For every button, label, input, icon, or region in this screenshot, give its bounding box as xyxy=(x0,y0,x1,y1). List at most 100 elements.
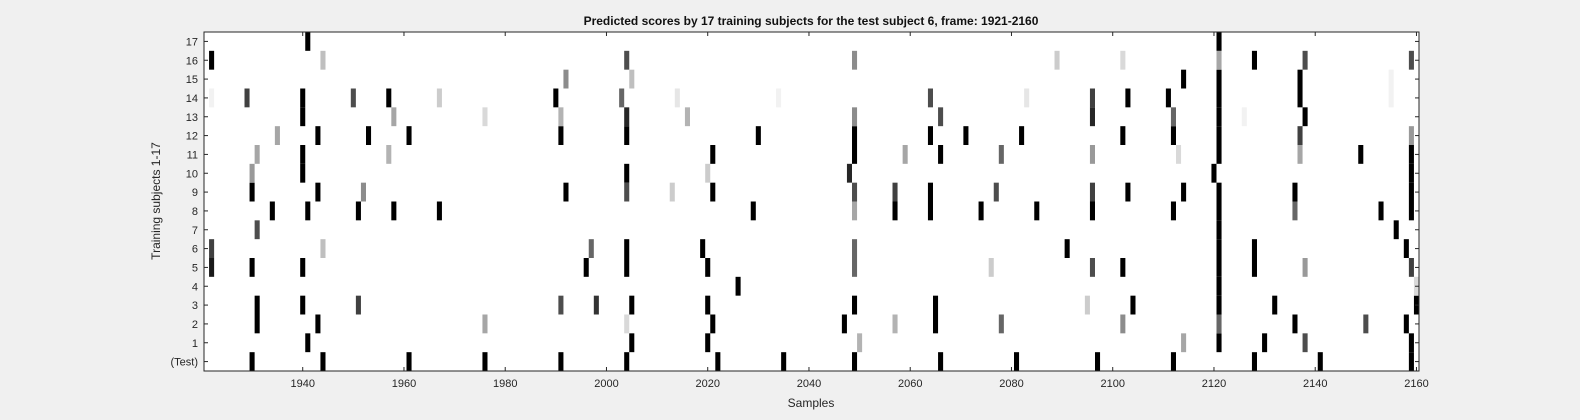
y-tick-label: 8 xyxy=(192,206,198,218)
y-tick-label: 7 xyxy=(192,225,198,237)
heatmap-cell xyxy=(1388,69,1394,89)
heatmap-cell xyxy=(629,333,635,353)
heatmap-cell xyxy=(1089,107,1095,127)
heatmap-cell xyxy=(1408,258,1414,277)
heatmap-cell xyxy=(933,295,939,315)
heatmap-cell xyxy=(988,258,994,277)
heatmap-cell xyxy=(1302,333,1308,353)
heatmap-cell xyxy=(355,201,361,221)
y-tick-label: 6 xyxy=(192,244,198,256)
heatmap-cell xyxy=(563,69,569,89)
heatmap-cell xyxy=(1089,145,1095,164)
heatmap-cell xyxy=(1089,88,1095,108)
heatmap-cell xyxy=(624,163,630,183)
heatmap-cell xyxy=(669,182,675,202)
heatmap-cell xyxy=(852,258,858,277)
heatmap-cell xyxy=(482,314,488,334)
heatmap-cell xyxy=(852,295,858,315)
heatmap-cell xyxy=(593,295,599,315)
heatmap-cell xyxy=(249,182,255,202)
heatmap-cell xyxy=(1216,295,1222,315)
heatmap-cell xyxy=(902,145,908,164)
heatmap-cell xyxy=(1408,145,1414,164)
heatmap-cell xyxy=(750,201,756,221)
heatmap-cell xyxy=(305,333,311,353)
heatmap-cell xyxy=(841,314,847,334)
heatmap-cell xyxy=(1089,182,1095,202)
x-tick-label: 2000 xyxy=(594,378,618,390)
heatmap-cell xyxy=(1297,69,1303,89)
heatmap-cell xyxy=(852,182,858,202)
heatmap-cell xyxy=(857,333,863,353)
heatmap-cell xyxy=(1408,352,1414,371)
heatmap-cell xyxy=(1216,50,1222,70)
heatmap-cell xyxy=(583,258,589,277)
heatmap-cell xyxy=(1363,314,1369,334)
heatmap-cell xyxy=(1120,258,1126,277)
heatmap-cell xyxy=(300,163,306,183)
heatmap-cell xyxy=(624,239,630,258)
heatmap-cell xyxy=(852,239,858,258)
heatmap-cell xyxy=(963,126,969,145)
heatmap-cell xyxy=(1165,88,1171,108)
heatmap-cell xyxy=(629,69,635,89)
heatmap-cell xyxy=(1292,182,1298,202)
heatmap-cell xyxy=(300,107,306,127)
heatmap-cell xyxy=(852,145,858,164)
heatmap-cell xyxy=(315,182,321,202)
heatmap-cell xyxy=(705,258,711,277)
heatmap-cell xyxy=(320,352,326,371)
heatmap-cell xyxy=(624,107,630,127)
heatmap-cell xyxy=(715,352,721,371)
x-tick-label: 2020 xyxy=(695,378,719,390)
heatmap-cell xyxy=(274,126,280,145)
heatmap-cell xyxy=(558,352,564,371)
heatmap-cell xyxy=(1216,201,1222,221)
heatmap-cell xyxy=(1408,182,1414,202)
heatmap-cell xyxy=(558,126,564,145)
heatmap-cell xyxy=(254,145,260,164)
heatmap-cell xyxy=(1378,201,1384,221)
heatmap-cell xyxy=(1216,314,1222,334)
heatmap-cell xyxy=(1302,107,1308,127)
heatmap-cell xyxy=(781,352,787,371)
x-tick-label: 2140 xyxy=(1303,378,1327,390)
heatmap-cell xyxy=(254,314,260,334)
heatmap-cell xyxy=(482,107,488,127)
heatmap-cell xyxy=(1019,126,1025,145)
heatmap-cell xyxy=(1297,88,1303,108)
heatmap-cell xyxy=(1089,258,1095,277)
heatmap-cell xyxy=(1302,258,1308,277)
heatmap-cell xyxy=(1408,163,1414,183)
heatmap-cell xyxy=(1216,220,1222,240)
heatmap-cell xyxy=(1302,50,1308,70)
heatmap-cell xyxy=(1170,201,1176,221)
heatmap-cell xyxy=(776,88,782,108)
heatmap-cell xyxy=(993,182,999,202)
heatmap-cell xyxy=(735,276,741,296)
heatmap-cell xyxy=(254,295,260,315)
heatmap-cell xyxy=(558,295,564,315)
heatmap-cell xyxy=(386,88,392,108)
heatmap-cell xyxy=(1408,50,1414,70)
x-tick-label: 2160 xyxy=(1404,378,1428,390)
heatmap-cell xyxy=(249,258,255,277)
heatmap-cell xyxy=(305,32,311,51)
heatmap-cells xyxy=(209,32,1419,371)
y-tick-label: 12 xyxy=(186,131,198,143)
heatmap-cell xyxy=(244,88,250,108)
heatmap-cell xyxy=(558,107,564,127)
heatmap-cell xyxy=(1130,295,1136,315)
heatmap-cell xyxy=(1216,88,1222,108)
y-tick-label: 15 xyxy=(186,74,198,86)
heatmap-cell xyxy=(1393,220,1399,240)
heatmap-cell xyxy=(1064,239,1070,258)
heatmap-cell xyxy=(1403,239,1409,258)
heatmap-cell xyxy=(1120,50,1126,70)
heatmap-cell xyxy=(892,182,898,202)
heatmap-cell xyxy=(386,145,392,164)
heatmap-cell xyxy=(588,239,594,258)
heatmap-cell xyxy=(1120,314,1126,334)
heatmap-cell xyxy=(300,295,306,315)
